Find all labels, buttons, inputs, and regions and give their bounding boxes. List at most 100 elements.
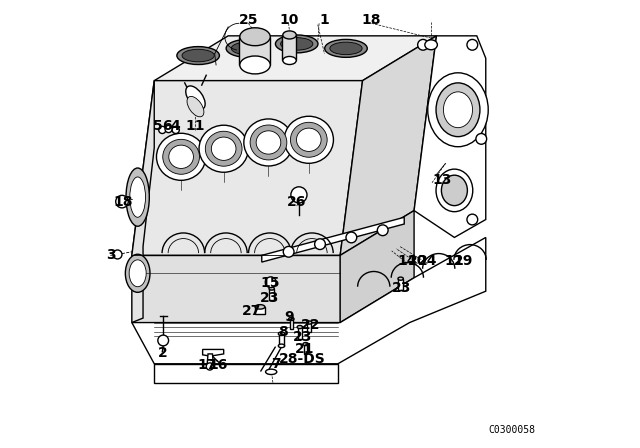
Ellipse shape [240,56,270,74]
Text: 20: 20 [408,254,428,268]
Ellipse shape [211,137,236,160]
Text: 19: 19 [454,254,473,268]
Polygon shape [132,81,154,323]
Text: 14: 14 [397,254,417,268]
Polygon shape [269,289,274,300]
Circle shape [159,126,166,134]
Ellipse shape [199,125,248,172]
Ellipse shape [250,125,287,160]
Text: C0300058: C0300058 [488,425,535,435]
Text: 25: 25 [239,13,258,27]
Text: 24: 24 [418,254,437,268]
Polygon shape [282,35,296,60]
Ellipse shape [436,83,480,137]
Ellipse shape [307,321,312,324]
Ellipse shape [126,168,149,226]
Text: 27: 27 [242,304,262,319]
Ellipse shape [398,277,403,280]
Polygon shape [340,36,436,255]
Polygon shape [132,237,486,364]
Text: 8: 8 [278,325,288,340]
Ellipse shape [177,47,220,65]
Circle shape [113,250,122,259]
Ellipse shape [297,325,303,329]
Ellipse shape [330,42,362,55]
Ellipse shape [266,369,276,375]
Ellipse shape [187,96,204,117]
Text: 6: 6 [162,119,172,134]
Ellipse shape [296,128,321,151]
Polygon shape [132,255,340,323]
Ellipse shape [283,31,296,39]
Ellipse shape [125,254,150,293]
Circle shape [315,239,325,250]
Ellipse shape [186,86,205,109]
Circle shape [291,187,307,203]
Text: 9: 9 [284,310,294,324]
Polygon shape [414,36,486,237]
Polygon shape [307,323,311,332]
Ellipse shape [283,56,296,65]
Text: 28-DS: 28-DS [278,352,326,366]
Ellipse shape [284,116,333,164]
Ellipse shape [428,73,488,147]
Circle shape [284,246,294,257]
Text: 12: 12 [445,254,464,268]
Text: 1: 1 [319,13,329,27]
Ellipse shape [205,131,242,166]
Text: 21: 21 [294,341,314,356]
Circle shape [467,39,477,50]
Circle shape [158,335,168,346]
Ellipse shape [226,39,269,57]
Polygon shape [289,319,293,329]
Polygon shape [262,217,404,262]
Text: 10: 10 [279,13,298,27]
Ellipse shape [444,92,472,128]
Text: 23: 23 [293,330,313,344]
Circle shape [418,39,428,50]
Text: 26: 26 [287,195,307,210]
Text: 18: 18 [362,13,381,27]
Ellipse shape [425,40,437,50]
Ellipse shape [169,145,193,168]
Text: 15: 15 [260,276,280,290]
Circle shape [116,195,128,208]
Ellipse shape [275,35,318,53]
Circle shape [206,363,213,370]
Ellipse shape [324,39,367,57]
Polygon shape [132,81,362,255]
Text: 22: 22 [300,318,320,332]
Text: 4: 4 [171,119,180,134]
Text: 13: 13 [433,173,452,187]
Ellipse shape [303,342,308,346]
Text: 5: 5 [153,119,163,134]
Polygon shape [398,279,403,290]
Ellipse shape [280,38,313,50]
Ellipse shape [163,139,200,174]
Polygon shape [340,211,414,323]
Text: 23: 23 [392,280,412,295]
Circle shape [467,214,477,225]
Circle shape [266,277,276,288]
Ellipse shape [129,260,146,287]
Ellipse shape [442,175,467,206]
Polygon shape [279,334,284,346]
Text: 23: 23 [260,291,280,305]
Ellipse shape [231,42,264,55]
Ellipse shape [291,122,327,157]
Text: 16: 16 [208,358,228,372]
Circle shape [476,134,486,144]
Ellipse shape [278,344,285,348]
Text: 11: 11 [186,119,205,134]
Polygon shape [203,349,224,356]
Text: 7: 7 [271,357,281,371]
Polygon shape [304,344,307,354]
Circle shape [378,225,388,236]
Text: 17: 17 [197,358,217,372]
Text: 2: 2 [157,346,167,360]
Polygon shape [298,327,302,339]
Ellipse shape [255,305,265,309]
Circle shape [172,126,179,134]
Polygon shape [255,307,266,314]
Ellipse shape [130,177,145,217]
